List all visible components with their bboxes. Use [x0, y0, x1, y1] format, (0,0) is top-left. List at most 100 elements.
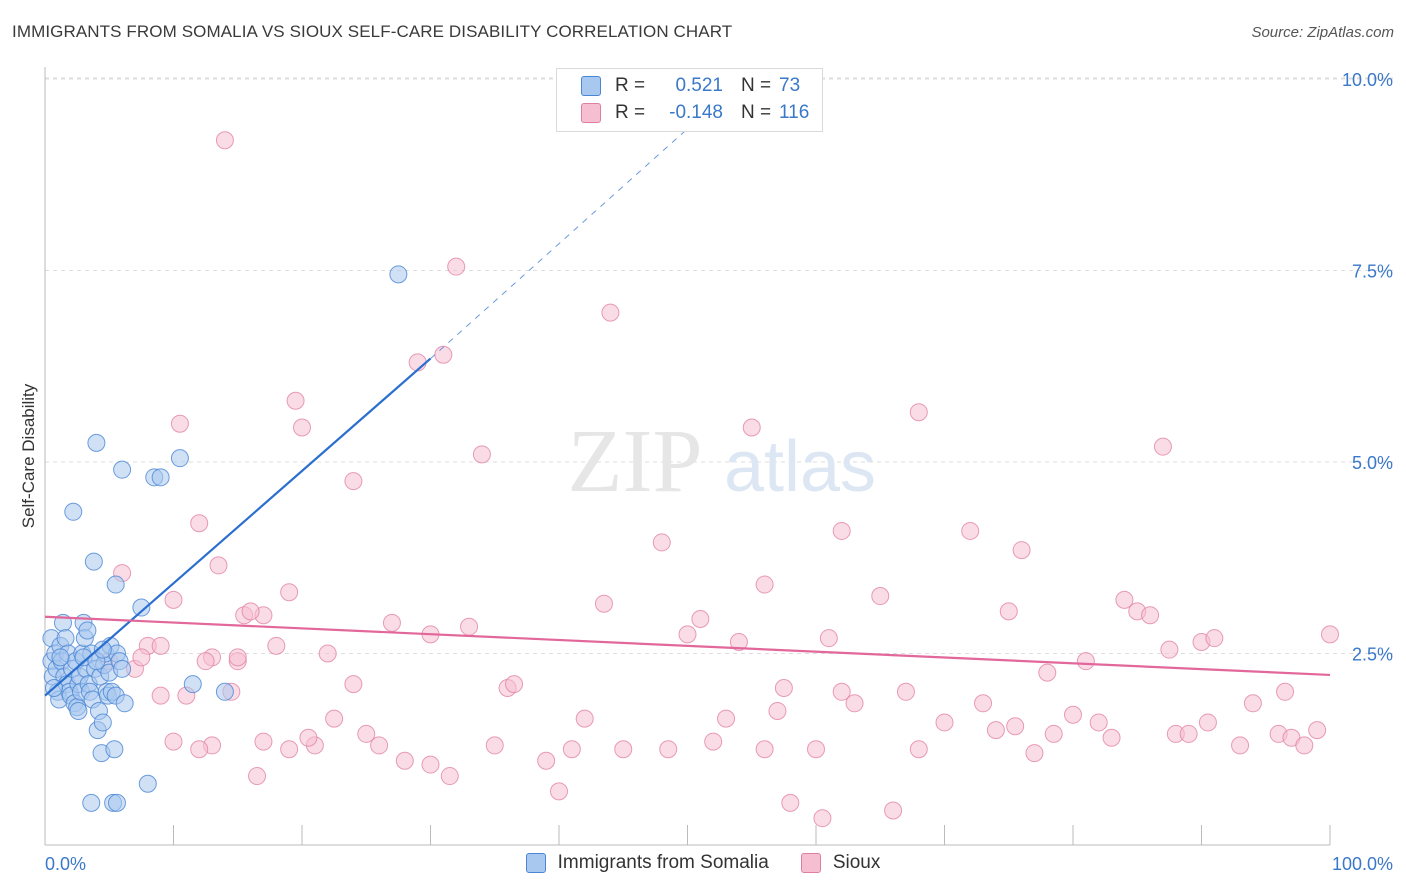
sioux-point: [460, 617, 479, 636]
sioux-point: [209, 556, 228, 575]
sioux-point: [774, 678, 793, 697]
y-axis-title: Self-Care Disability: [19, 383, 38, 528]
somalia-point: [389, 265, 408, 284]
sioux-point: [1160, 640, 1179, 659]
legend-swatch-blue: [581, 76, 601, 96]
sioux-point: [691, 610, 710, 629]
x-tick-label-min: 0.0%: [45, 854, 86, 874]
sioux-point: [267, 636, 286, 655]
chart-title: IMMIGRANTS FROM SOMALIA VS SIOUX SELF-CA…: [12, 22, 733, 41]
legend-r-label: R =: [615, 102, 646, 123]
y-tick-label: 7.5%: [1352, 262, 1393, 282]
sioux-point: [909, 403, 928, 422]
sioux-point: [781, 793, 800, 812]
legend-item-sioux[interactable]: Sioux: [800, 852, 880, 874]
sioux-point: [132, 648, 151, 667]
sioux-point: [1179, 724, 1198, 743]
somalia-point: [115, 694, 134, 713]
sioux-point: [652, 533, 671, 552]
somalia-point: [64, 502, 83, 521]
sioux-point: [871, 587, 890, 606]
somalia-point: [82, 793, 101, 812]
axis-labels: 2.5% 5.0% 7.5% 10.0% 0.0% 100.0%: [45, 70, 1393, 874]
gridlines: [45, 77, 1395, 654]
somalia-point: [151, 468, 170, 487]
stats-legend: R = 0.521 N = 73 R = -0.148 N = 116: [556, 68, 823, 132]
somalia-point: [105, 740, 124, 759]
sioux-point: [254, 732, 273, 751]
sioux-point: [807, 740, 825, 759]
sioux-point: [170, 414, 189, 433]
sioux-point: [832, 682, 851, 701]
sioux-point: [190, 514, 209, 533]
sioux-point: [550, 782, 568, 801]
sioux-point: [1243, 694, 1262, 713]
somalia-point: [78, 621, 97, 640]
sioux-point: [1231, 736, 1250, 755]
somalia-point: [84, 552, 103, 571]
sioux-point: [704, 732, 723, 751]
somalia-trend-extension: [430, 93, 727, 359]
sioux-point: [832, 521, 851, 540]
sioux-point: [1089, 713, 1108, 732]
somalia-trend-line: [44, 357, 432, 697]
sioux-point: [986, 721, 1005, 740]
legend-n-label: N =: [741, 102, 772, 123]
legend-swatch-blue: [525, 853, 546, 873]
sioux-point: [485, 736, 504, 755]
sioux-point: [241, 602, 260, 621]
sioux-point: [196, 652, 215, 671]
sioux-point: [151, 686, 170, 705]
sioux-point: [717, 709, 736, 728]
sioux-point: [537, 751, 556, 770]
sioux-point: [562, 740, 581, 759]
sioux-point: [395, 751, 414, 770]
somalia-point: [215, 682, 234, 701]
somalia-point: [93, 640, 112, 659]
legend-r-value: -0.148: [669, 102, 723, 123]
sioux-point: [1102, 728, 1121, 747]
sioux-point: [286, 391, 305, 410]
sioux-points: [100, 131, 1339, 828]
sioux-point: [325, 709, 344, 728]
sioux-point: [742, 418, 761, 437]
sioux-point: [1044, 724, 1063, 743]
sioux-point: [421, 755, 440, 774]
sioux-point: [472, 445, 491, 464]
sioux-point: [299, 728, 318, 747]
somalia-point: [56, 629, 75, 648]
sioux-point: [614, 740, 633, 759]
sioux-point: [440, 767, 459, 786]
sioux-point: [1205, 629, 1224, 648]
sioux-point: [755, 575, 774, 594]
sioux-point: [1064, 705, 1082, 724]
somalia-point: [113, 460, 132, 479]
sioux-point: [935, 713, 954, 732]
sioux-point: [1308, 721, 1327, 740]
sioux-point: [1321, 625, 1339, 644]
legend-r-value: 0.521: [675, 75, 723, 96]
somalia-point: [183, 675, 202, 694]
watermark-zip: ZIP: [568, 412, 703, 511]
sioux-point: [190, 740, 209, 759]
series-legend: Immigrants from Somalia Sioux: [0, 852, 1406, 874]
legend-swatch-pink: [581, 103, 601, 123]
legend-swatch-pink: [800, 853, 821, 873]
sioux-point: [1025, 744, 1044, 763]
sioux-point: [1006, 717, 1025, 736]
sioux-point: [974, 694, 993, 713]
y-tick-label: 2.5%: [1352, 645, 1393, 665]
sioux-point: [755, 740, 774, 759]
somalia-point: [138, 774, 157, 793]
sioux-point: [845, 694, 864, 713]
somalia-point: [93, 713, 112, 732]
sioux-point: [248, 767, 267, 786]
sioux-point: [999, 602, 1018, 621]
sioux-point: [164, 732, 183, 751]
sioux-point: [909, 740, 928, 759]
sioux-point: [447, 257, 466, 276]
legend-item-somalia[interactable]: Immigrants from Somalia: [525, 852, 769, 874]
sioux-trend-line: [44, 615, 1331, 677]
legend-row-sioux: R = -0.148 N = 116: [581, 100, 809, 126]
